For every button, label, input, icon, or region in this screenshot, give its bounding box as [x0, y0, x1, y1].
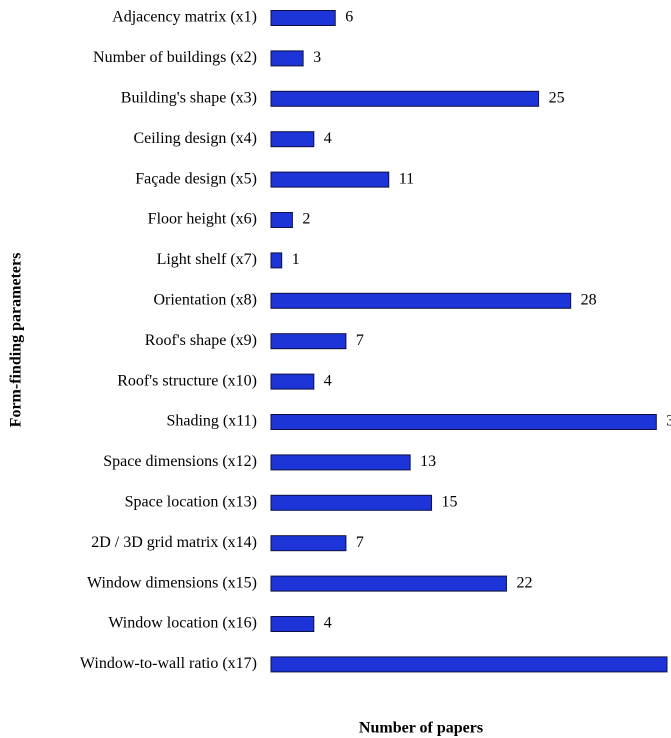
data-label: 7 — [356, 332, 364, 349]
bar — [270, 131, 315, 148]
data-label: 4 — [324, 372, 332, 389]
bar — [270, 252, 283, 269]
y-tick-label: Space location (x13) — [125, 493, 257, 510]
y-tick-label: Building's shape (x3) — [121, 89, 257, 106]
data-label: 1 — [292, 251, 300, 268]
bar — [270, 90, 540, 107]
bar — [270, 212, 293, 228]
y-tick-label: Window location (x16) — [108, 615, 257, 632]
y-tick-label: Roof's structure (x10) — [117, 372, 257, 389]
y-tick-label: 2D / 3D grid matrix (x14) — [91, 534, 257, 551]
data-label: 28 — [581, 291, 597, 308]
bar — [270, 414, 657, 430]
y-tick-label: Space dimensions (x12) — [103, 453, 257, 470]
bar — [270, 656, 668, 673]
bar — [270, 373, 315, 390]
bar — [270, 575, 507, 592]
bar — [270, 10, 336, 26]
y-tick-label: Façade design (x5) — [135, 170, 257, 187]
data-label: 2 — [302, 211, 310, 228]
bar — [270, 494, 433, 511]
data-label: 11 — [399, 170, 414, 187]
y-tick-label: Floor height (x6) — [148, 211, 257, 228]
y-tick-label: Shading (x11) — [166, 413, 257, 430]
y-axis-title: Form-finding parameters — [8, 253, 25, 428]
bar — [270, 292, 572, 309]
data-label: 3 — [313, 49, 321, 66]
y-tick-label: Window-to-wall ratio (x17) — [80, 655, 257, 672]
bar — [270, 171, 390, 188]
bar — [270, 50, 304, 67]
data-label: 36 — [666, 413, 671, 430]
data-label: 15 — [442, 493, 458, 510]
y-tick-label: Light shelf (x7) — [157, 251, 257, 268]
data-label: 6 — [345, 9, 353, 26]
data-label: 7 — [356, 534, 364, 551]
data-label: 4 — [324, 615, 332, 632]
bar — [270, 616, 315, 632]
data-label: 25 — [549, 89, 565, 106]
y-tick-label: Roof's shape (x9) — [145, 332, 257, 349]
bar — [270, 535, 347, 552]
bar — [270, 333, 347, 350]
data-label: 4 — [324, 130, 332, 147]
x-axis-title: Number of papers — [359, 720, 483, 737]
y-tick-label: Window dimensions (x15) — [87, 574, 257, 591]
y-tick-label: Adjacency matrix (x1) — [112, 9, 257, 26]
y-tick-label: Orientation (x8) — [153, 291, 257, 308]
data-label: 13 — [420, 453, 436, 470]
bar — [270, 454, 411, 471]
data-label: 22 — [516, 574, 532, 591]
y-tick-label: Ceiling design (x4) — [133, 130, 257, 147]
y-tick-label: Number of buildings (x2) — [93, 49, 257, 66]
